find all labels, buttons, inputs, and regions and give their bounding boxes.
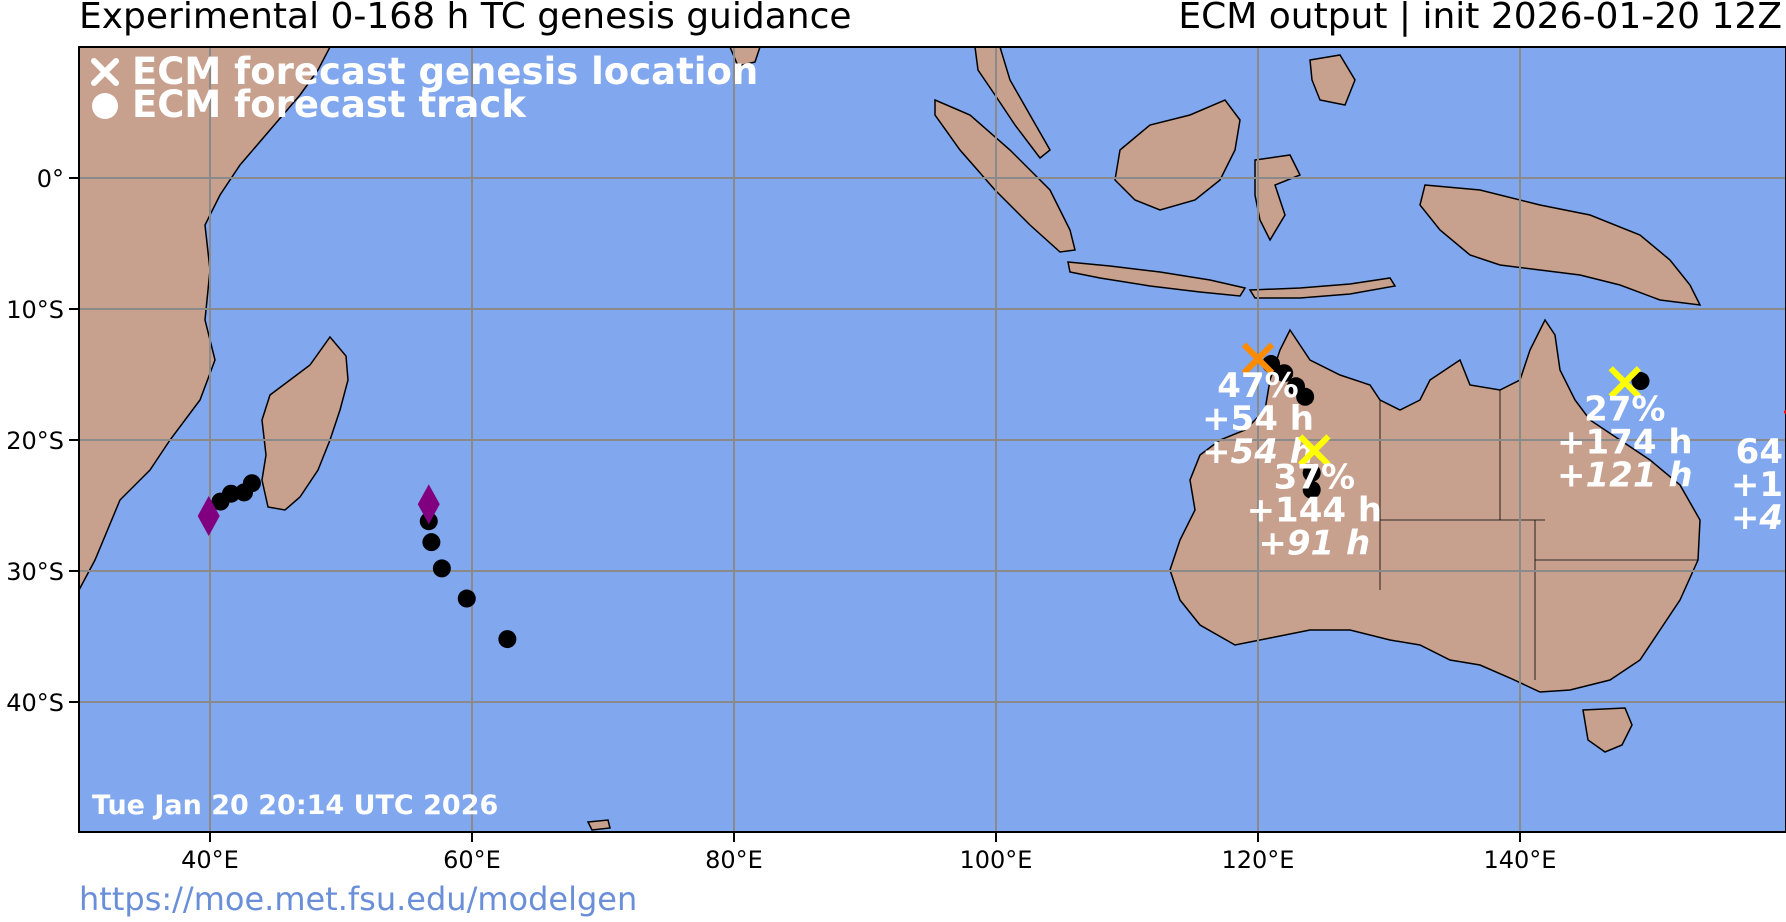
track-point <box>1296 387 1315 406</box>
lat-tick-label: 0° <box>37 165 64 193</box>
track-point <box>1631 372 1650 391</box>
track-point <box>1302 480 1321 499</box>
lon-tick-label: 80°E <box>705 846 763 874</box>
system-label: +54 h <box>1202 432 1314 472</box>
land-sulawesi <box>1254 154 1302 242</box>
land-java <box>1067 261 1247 297</box>
system-label-edge: +1 <box>1731 465 1783 505</box>
australia-state-borders <box>1379 390 1698 680</box>
land-australia <box>1169 318 1701 693</box>
land-tasmania <box>1582 707 1633 753</box>
track-point <box>498 630 517 649</box>
track-point <box>1275 364 1294 383</box>
system-label: +121 h <box>1557 455 1693 495</box>
genesis-x-marker <box>1608 366 1642 399</box>
lon-tick-label: 100°E <box>960 846 1033 874</box>
legend-x-icon <box>91 58 119 86</box>
land-madagascar <box>261 335 349 511</box>
track-point <box>457 589 476 608</box>
land-borneo <box>1114 99 1241 211</box>
graticule <box>79 47 1786 832</box>
system-label: +144 h <box>1247 490 1383 530</box>
land-philippines <box>1309 54 1356 106</box>
system-label: 27% <box>1584 389 1665 429</box>
lon-tick-label: 40°E <box>181 846 239 874</box>
land-africa <box>79 47 331 591</box>
genesis-x-marker <box>1241 342 1275 376</box>
track-point <box>432 559 451 578</box>
track-point <box>211 492 230 511</box>
land-malay-peninsula <box>974 47 1051 160</box>
lon-tick-label: 60°E <box>443 846 501 874</box>
purple-diamond-marker <box>417 484 440 525</box>
system-label: +91 h <box>1258 523 1370 563</box>
lon-tick-label: 120°E <box>1222 846 1295 874</box>
system-label-edge: 64 <box>1736 432 1783 472</box>
land-lesser-sunda <box>1248 277 1397 299</box>
chart-subtitle: ECM output | init 2026-01-20 12Z <box>1178 0 1782 37</box>
timestamp-label: Tue Jan 20 20:14 UTC 2026 <box>92 790 498 821</box>
track-point <box>1302 463 1321 482</box>
system-label-edge: +4 <box>1731 498 1783 538</box>
footer-url-link[interactable]: https://moe.met.fsu.edu/modelgen <box>79 880 638 918</box>
legend-genesis-label: ECM forecast genesis location <box>132 50 758 93</box>
lon-tick-label: 140°E <box>1484 846 1557 874</box>
legend-dot-icon <box>92 93 118 119</box>
purple-diamond-marker <box>197 495 220 536</box>
system-label: 37% <box>1274 457 1355 497</box>
land-small-islands <box>586 47 761 831</box>
lat-tick-label: 30°S <box>6 558 64 586</box>
lat-tick-label: 20°S <box>6 427 64 455</box>
system-label: +174 h <box>1557 422 1693 462</box>
track-point <box>235 483 254 502</box>
system-label: 47% <box>1217 366 1298 406</box>
lat-tick-label: 40°S <box>6 689 64 717</box>
system-label: +54 h <box>1202 399 1314 439</box>
genesis-x-marker <box>1298 434 1331 467</box>
land-sumatra <box>934 98 1076 253</box>
track-point <box>422 533 441 552</box>
legend-track-label: ECM forecast track <box>132 83 527 126</box>
land-new-guinea <box>1419 184 1702 306</box>
lat-tick-label: 10°S <box>6 296 64 324</box>
legend: ECM forecast genesis location ECM foreca… <box>91 50 758 126</box>
chart-title: Experimental 0-168 h TC genesis guidance <box>79 0 852 37</box>
